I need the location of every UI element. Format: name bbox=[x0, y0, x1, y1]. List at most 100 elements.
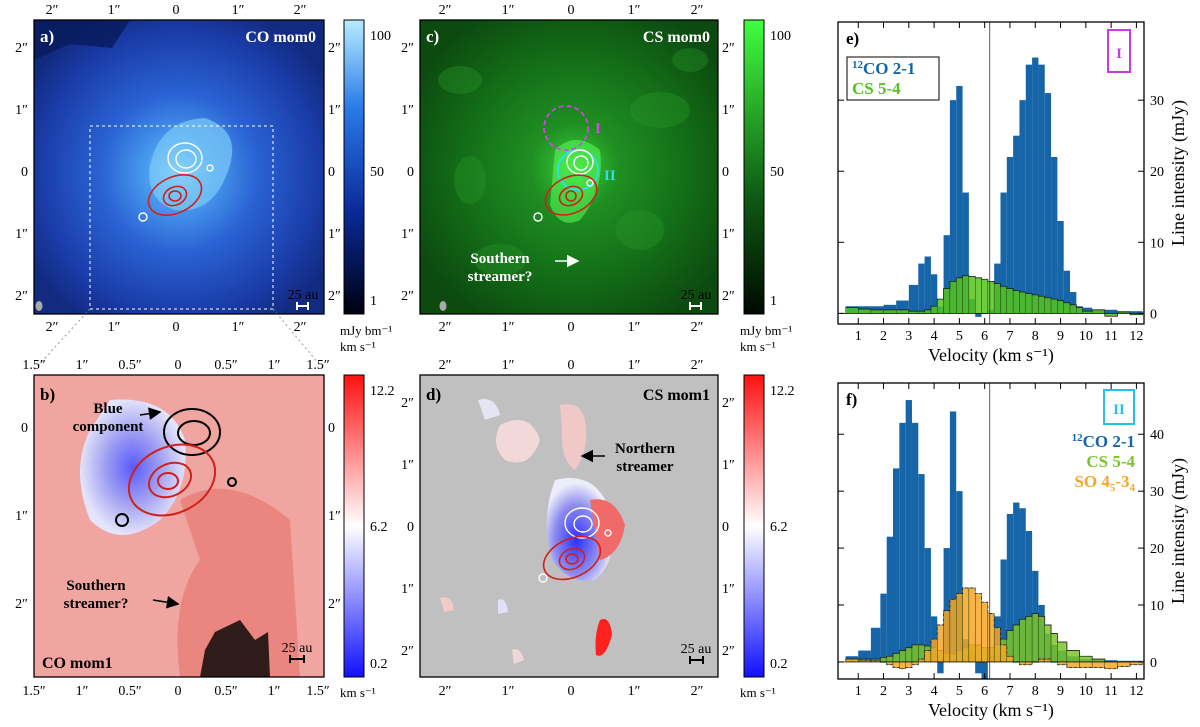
legend-entry: CS 5-4 bbox=[852, 79, 901, 98]
spectrum-bar bbox=[943, 235, 950, 314]
spectrum-bar bbox=[930, 638, 938, 663]
spectrum-bar bbox=[930, 274, 938, 314]
spectrum-bar bbox=[987, 613, 995, 663]
panel-c-cb-unit2: km s⁻¹ bbox=[740, 339, 776, 354]
panel-d-ytick-left: 2″ bbox=[401, 644, 414, 659]
legend-text: CO 2-1 bbox=[1083, 432, 1135, 451]
legend: 12CO 2-1CS 5-4SO 45-34 bbox=[1072, 432, 1136, 494]
panel-a-xtick-top: 1″ bbox=[108, 3, 121, 18]
panel-b-frame bbox=[33, 374, 325, 678]
spectrum-bar bbox=[962, 587, 970, 663]
legend: 12CO 2-1CS 5-4 bbox=[846, 56, 940, 101]
panel-d-patches bbox=[440, 399, 625, 664]
spectrum-bar bbox=[962, 192, 969, 314]
panel-c-xtick-bottom: 1″ bbox=[502, 320, 515, 335]
panel-c: I II Southern streamer? c) CS mom0 25 au… bbox=[401, 3, 792, 354]
panel-c-ytick-left: 2″ bbox=[401, 41, 414, 56]
panel-a-ytick-left: 1″ bbox=[15, 227, 28, 242]
panel-b-blue-region bbox=[80, 399, 186, 535]
panel-d-ytick-left: 1″ bbox=[401, 458, 414, 473]
panel-a-ytick-right: 1″ bbox=[328, 227, 341, 242]
panel-d-ytick-left: 2″ bbox=[401, 396, 414, 411]
x-axis-label: Velocity (km s⁻¹) bbox=[928, 700, 1054, 721]
region-box bbox=[1103, 389, 1135, 425]
panel-d-xtick-bottom: 2″ bbox=[439, 684, 452, 699]
spectrum-bar bbox=[993, 283, 1001, 314]
panel-a-cb-tick: 50 bbox=[370, 165, 384, 180]
spectrum-bar bbox=[858, 650, 871, 662]
spectrum-bar bbox=[886, 656, 894, 663]
x-tick-label: 12 bbox=[1129, 329, 1143, 344]
spectrum-bar bbox=[1079, 661, 1093, 668]
panel-b-title: CO mom1 bbox=[42, 655, 113, 672]
panel-c-region-II-label: II bbox=[604, 168, 616, 184]
spectrum-bar bbox=[1032, 57, 1039, 314]
panel-d-annot-northern: Northern bbox=[615, 441, 676, 457]
panel-b-xtick-bottom: 1.5″ bbox=[22, 684, 46, 699]
spectrum-bar bbox=[1082, 307, 1093, 314]
spectrum-bar bbox=[1000, 192, 1007, 314]
spectrum-bar bbox=[949, 281, 957, 314]
spectrum-bar bbox=[905, 647, 913, 663]
panel-c-region-I bbox=[543, 105, 589, 151]
spectrum-bar bbox=[899, 422, 906, 662]
spectrum-bar bbox=[1038, 64, 1045, 314]
panel-d-ytick-left: 0 bbox=[407, 520, 414, 535]
spectrum-bar bbox=[858, 308, 872, 314]
panel-a-ytick-right: 1″ bbox=[328, 103, 341, 118]
panel-b-ytick-left: 0 bbox=[21, 421, 28, 436]
y-tick-label: 20 bbox=[1150, 165, 1164, 180]
spectrum-bar bbox=[943, 610, 951, 663]
spectrum-bar bbox=[1006, 513, 1014, 662]
spectrum-bar bbox=[1012, 624, 1020, 663]
spectrum-bar bbox=[1104, 309, 1118, 314]
spectrum-bar bbox=[930, 306, 938, 314]
panel-a-contours-red bbox=[147, 174, 203, 216]
panel-b-xtick-top: 1.5″ bbox=[306, 358, 330, 373]
spectrum-bar bbox=[981, 279, 989, 314]
spectrum-bar bbox=[1066, 650, 1080, 663]
panel-d-ytick-right: 2″ bbox=[722, 644, 735, 659]
panel-b-xtick-bottom: 0 bbox=[175, 684, 182, 699]
x-tick-label: 7 bbox=[1006, 329, 1013, 344]
y-tick-label: 30 bbox=[1150, 94, 1164, 109]
spectrum-bar bbox=[1051, 157, 1058, 314]
x-tick-label: 3 bbox=[905, 329, 912, 344]
panel-b-ytick-right: 1″ bbox=[328, 509, 341, 524]
panel-c-region-I-label: I bbox=[595, 121, 601, 137]
panel-a-colorbar bbox=[343, 19, 365, 315]
spectrum-bar bbox=[974, 593, 982, 663]
panel-a-cb-unit2: km s⁻¹ bbox=[340, 339, 376, 354]
spectrum-bar bbox=[1038, 296, 1045, 314]
spectrum-bar bbox=[975, 661, 982, 674]
series-12co-2-1 bbox=[845, 57, 1143, 317]
panel-c-xtick-bottom: 2″ bbox=[691, 320, 704, 335]
legend-text: SO 4 bbox=[1074, 472, 1110, 491]
spectrum-bar bbox=[1031, 613, 1039, 663]
legend-sub: 5 bbox=[1110, 482, 1116, 494]
spectrum-bar bbox=[892, 653, 900, 663]
panel-d-colorbar bbox=[743, 374, 765, 678]
panel-c-xtick-top: 1″ bbox=[502, 3, 515, 18]
panel-a-ytick-right: 2″ bbox=[328, 289, 341, 304]
spectrum-outline bbox=[845, 587, 1143, 670]
panel-c-xtick-top: 0 bbox=[568, 3, 575, 18]
spectrum-bar bbox=[1013, 502, 1020, 662]
panel-c-texture bbox=[438, 48, 708, 276]
panel-b-xtick-bottom: 1.5″ bbox=[306, 684, 330, 699]
legend-text: CO 2-1 bbox=[863, 59, 915, 78]
panel-a-cb-tick: 100 bbox=[370, 29, 391, 44]
spectrum-bar bbox=[974, 277, 982, 314]
spectrum-bar bbox=[1025, 616, 1033, 663]
panel-c-ytick-right: 2″ bbox=[722, 289, 735, 304]
panel-a-ytick-left: 0 bbox=[21, 165, 28, 180]
panel-b-ytick-left: 1″ bbox=[15, 509, 28, 524]
spectrum-bar bbox=[937, 298, 944, 314]
panel-d-scalebar-label: 25 au bbox=[681, 642, 712, 657]
panel-c-cb-tick: 1 bbox=[770, 294, 777, 309]
x-tick-label: 5 bbox=[956, 684, 963, 699]
spectrum-bar bbox=[943, 548, 950, 662]
panel-b-xtick-bottom: 0.5″ bbox=[214, 684, 238, 699]
